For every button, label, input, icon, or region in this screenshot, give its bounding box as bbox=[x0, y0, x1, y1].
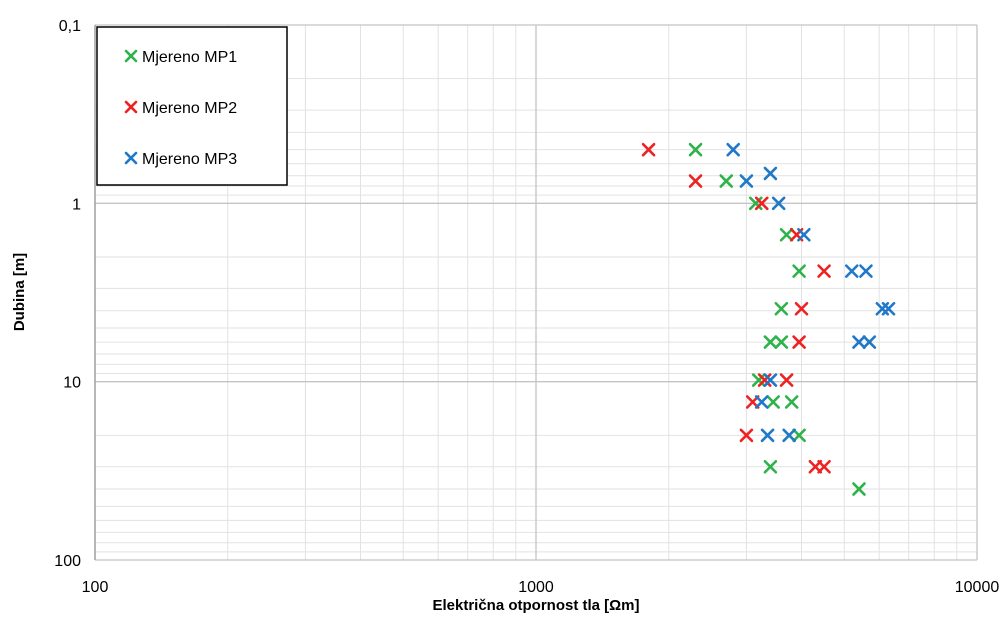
data-point bbox=[754, 395, 769, 409]
data-points bbox=[641, 142, 896, 496]
data-point bbox=[763, 166, 778, 181]
data-point bbox=[881, 301, 896, 316]
data-point bbox=[688, 174, 703, 188]
y-tick-label: 100 bbox=[54, 553, 81, 570]
legend-label: Mjereno MP3 bbox=[142, 151, 237, 168]
data-point bbox=[739, 174, 754, 188]
data-point bbox=[792, 335, 806, 349]
data-point bbox=[757, 373, 772, 387]
data-point bbox=[792, 264, 806, 278]
data-point bbox=[763, 373, 778, 387]
x-tick-label: 1000 bbox=[518, 579, 554, 596]
data-point bbox=[779, 227, 794, 242]
data-point bbox=[794, 301, 809, 316]
legend-marker-icon bbox=[124, 100, 138, 114]
legend-label: Mjereno MP2 bbox=[142, 100, 237, 117]
data-point bbox=[688, 142, 703, 157]
legend-marker-icon bbox=[124, 151, 138, 165]
data-point bbox=[739, 428, 754, 443]
grid bbox=[94, 24, 978, 561]
data-point bbox=[817, 264, 831, 278]
data-point bbox=[774, 301, 789, 316]
data-point bbox=[852, 482, 866, 496]
data-point bbox=[771, 196, 786, 211]
data-point bbox=[792, 428, 806, 443]
x-tick-label: 10000 bbox=[955, 579, 1000, 596]
data-point bbox=[766, 395, 780, 409]
tick-labels: 100 1000 10000 0,1 1 10 100 bbox=[54, 18, 999, 596]
data-point bbox=[862, 335, 877, 349]
legend-item: Mjereno MP3 bbox=[124, 151, 237, 168]
data-point bbox=[817, 459, 831, 474]
legend: Mjereno MP1 Mjereno MP2 Mjereno MP3 bbox=[96, 26, 288, 186]
data-point bbox=[782, 428, 796, 443]
data-point bbox=[797, 227, 811, 242]
data-point bbox=[641, 142, 656, 157]
data-point bbox=[726, 142, 740, 157]
data-point bbox=[754, 196, 769, 211]
legend-marker-icon bbox=[124, 49, 138, 63]
y-tick-label: 1 bbox=[72, 196, 81, 213]
data-point bbox=[779, 373, 794, 387]
data-point bbox=[760, 428, 775, 443]
data-point bbox=[719, 174, 734, 188]
data-point bbox=[763, 335, 778, 349]
y-tick-label: 10 bbox=[63, 375, 81, 392]
data-point bbox=[774, 335, 789, 349]
legend-item: Mjereno MP1 bbox=[124, 49, 237, 66]
legend-label: Mjereno MP1 bbox=[142, 49, 237, 66]
y-tick-label: 0,1 bbox=[59, 18, 81, 35]
y-axis-title: Dubina [m] bbox=[11, 253, 28, 331]
legend-item: Mjereno MP2 bbox=[124, 100, 237, 117]
data-point bbox=[784, 395, 799, 409]
data-point bbox=[763, 459, 778, 474]
data-point bbox=[859, 264, 873, 278]
data-point bbox=[844, 264, 859, 278]
x-tick-label: 100 bbox=[82, 579, 109, 596]
data-point bbox=[852, 335, 866, 349]
x-axis-title: Električna otpornost tla [Ωm] bbox=[432, 597, 639, 614]
